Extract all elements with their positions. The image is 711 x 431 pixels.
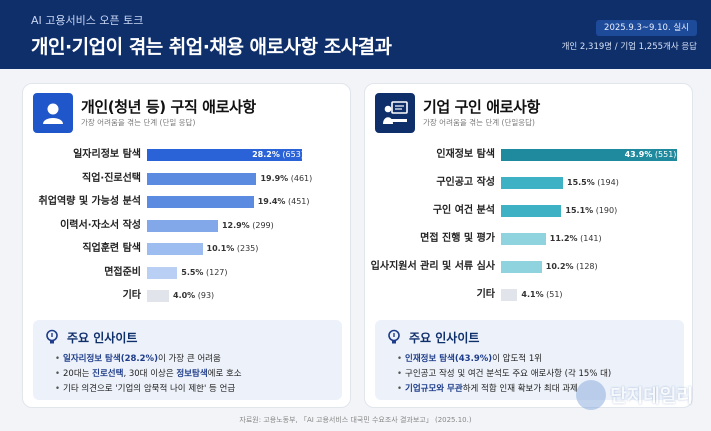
- individual-card: 개인(청년 등) 구직 애로사항 가장 어려움을 겪는 단계 (단일 응답) 일…: [22, 83, 351, 408]
- individual-insight-1: 일자리정보 탐색(28.2%)이 가장 큰 어려움: [55, 352, 242, 367]
- individual-bar: [147, 172, 257, 185]
- company-bar-row: 구인공고 작성 15.5% (194): [365, 174, 694, 192]
- individual-card-subtitle: 가장 어려움을 겪는 단계 (단일 응답): [81, 118, 196, 127]
- presenter-icon: [375, 93, 415, 133]
- company-insight-2: 구인공고 작성 및 여건 분석도 주요 애로사항 (각 15% 대): [397, 367, 611, 382]
- individual-bar: [147, 219, 218, 232]
- individual-value-label: 4.0% (93): [173, 291, 215, 300]
- company-bar: [501, 261, 542, 273]
- company-card-subtitle: 가장 어려움을 겪는 단계 (단일응답): [423, 118, 535, 127]
- company-value-label: 4.1% (51): [521, 290, 563, 299]
- header: AI 고용서비스 오픈 토크 개인·기업이 겪는 취업·채용 애로사항 조사결과…: [0, 0, 711, 69]
- company-bar-row: 기타 4.1% (51): [365, 286, 694, 304]
- company-category-label: 기타: [476, 289, 495, 300]
- company-card-title: 기업 구인 애로사항: [423, 98, 540, 116]
- individual-insight-title: 주요 인사이트: [67, 330, 138, 345]
- individual-category-label: 일자리정보 탐색: [73, 149, 141, 160]
- company-insight-1: 인재정보 탐색(43.9%)이 압도적 1위: [397, 352, 611, 367]
- individual-bar-row: 직업훈련 탐색 10.1% (235): [23, 240, 352, 258]
- individual-bar-row: 이력서·자소서 작성 12.9% (299): [23, 217, 352, 235]
- company-category-label: 인재정보 탐색: [436, 149, 495, 160]
- company-card: 기업 구인 애로사항 가장 어려움을 겪는 단계 (단일응답) 인재정보 탐색 4…: [364, 83, 693, 408]
- individual-bar: [147, 149, 303, 161]
- company-value-label: 11.2% (141): [549, 234, 602, 243]
- company-value-label: 15.1% (190): [565, 206, 618, 215]
- respondents-text: 개인 2,319명 / 기업 1,255개사 응답: [561, 42, 697, 52]
- individual-value-label: 19.4% (451): [257, 197, 310, 206]
- company-value-label: 43.9% (551): [624, 150, 677, 159]
- company-bar: [501, 289, 518, 301]
- individual-bar-row: 면접준비 5.5% (127): [23, 264, 352, 282]
- individual-category-label: 취업역량 및 가능성 분석: [38, 196, 141, 207]
- company-category-label: 입사지원서 관리 및 서류 심사: [370, 261, 495, 272]
- individual-bar-row: 기타 4.0% (93): [23, 287, 352, 305]
- company-category-label: 구인 여건 분석: [432, 205, 495, 216]
- individual-category-label: 기타: [122, 290, 141, 301]
- lightbulb-icon: [388, 329, 400, 344]
- company-insight-3: 기업규모와 무관하게 적합 인재 확보가 최대 과제: [397, 382, 611, 397]
- individual-value-label: 12.9% (299): [221, 220, 274, 230]
- company-category-label: 구인공고 작성: [436, 177, 495, 188]
- individual-card-title: 개인(청년 등) 구직 애로사항: [81, 98, 256, 116]
- watermark-text: 단지데일리: [610, 386, 693, 407]
- company-bar-chart: 인재정보 탐색 43.9% (551) 구인공고 작성 15.5% (194) 구인 여…: [365, 142, 694, 307]
- individual-bar: [147, 290, 169, 302]
- company-bar: [501, 149, 677, 161]
- individual-bar: [147, 243, 203, 255]
- individual-category-label: 이력서·자소서 작성: [60, 219, 141, 231]
- individual-insight-3: 기타 의견으로 '기업의 암묵적 나이 제한' 등 언급: [55, 382, 242, 397]
- individual-bar: [147, 196, 254, 208]
- company-bar: [501, 205, 562, 217]
- company-bar-row: 입사지원서 관리 및 서류 심사 10.2% (128): [365, 258, 694, 276]
- company-bar: [501, 233, 546, 245]
- person-icon: [33, 93, 73, 133]
- date-badge: 2025.9.3~9.10. 실시: [596, 20, 697, 36]
- individual-value-label: 5.5% (127): [181, 267, 228, 277]
- company-bar-row: 구인 여건 분석 15.1% (190): [365, 202, 694, 220]
- individual-category-label: 직업훈련 탐색: [82, 243, 141, 254]
- company-value-label: 10.2% (128): [545, 262, 598, 271]
- company-insight-box: 주요 인사이트 인재정보 탐색(43.9%)이 압도적 1위 구인공고 작성 및…: [375, 320, 684, 400]
- individual-bar: [147, 266, 178, 279]
- watermark: 단지데일리: [576, 380, 693, 410]
- company-bar-row: 면접 진행 및 평가 11.2% (141): [365, 230, 694, 248]
- header-subtitle: AI 고용서비스 오픈 토크: [31, 14, 144, 27]
- individual-insight-2: 20대는 진로선택, 30대 이상은 정보탐색에로 호소: [55, 367, 242, 382]
- lightbulb-icon: [46, 329, 58, 344]
- individual-bar-row: 일자리정보 탐색 28.2% (653): [23, 146, 352, 164]
- individual-bar-row: 취업역량 및 가능성 분석 19.4% (451): [23, 193, 352, 211]
- watermark-logo: [576, 380, 607, 410]
- individual-insight-box: 주요 인사이트 일자리정보 탐색(28.2%)이 가장 큰 어려움 20대는 진…: [33, 320, 342, 400]
- individual-category-label: 직업·진로선택: [82, 172, 141, 184]
- page-title: 개인·기업이 겪는 취업·채용 애로사항 조사결과: [31, 36, 392, 58]
- individual-category-label: 면접준비: [104, 266, 141, 278]
- company-value-label: 15.5% (194): [567, 178, 619, 187]
- company-bar: [501, 177, 563, 189]
- individual-bar-row: 직업·진로선택 19.9% (461): [23, 170, 352, 188]
- individual-value-label: 10.1% (235): [206, 244, 259, 253]
- source-note: 자료원: 고용노동부, 「AI 고용서비스 대국민 수요조사 결과보고」 (20…: [239, 416, 472, 424]
- company-category-label: 면접 진행 및 평가: [420, 233, 495, 244]
- individual-bar-chart: 일자리정보 탐색 28.2% (653) 직업·진로선택 19.9% (461) 취업역…: [23, 142, 352, 307]
- company-insight-title: 주요 인사이트: [409, 330, 480, 345]
- company-bar-row: 인재정보 탐색 43.9% (551): [365, 146, 694, 164]
- individual-value-label: 19.9% (461): [260, 173, 313, 183]
- individual-value-label: 28.2% (653): [252, 150, 304, 159]
